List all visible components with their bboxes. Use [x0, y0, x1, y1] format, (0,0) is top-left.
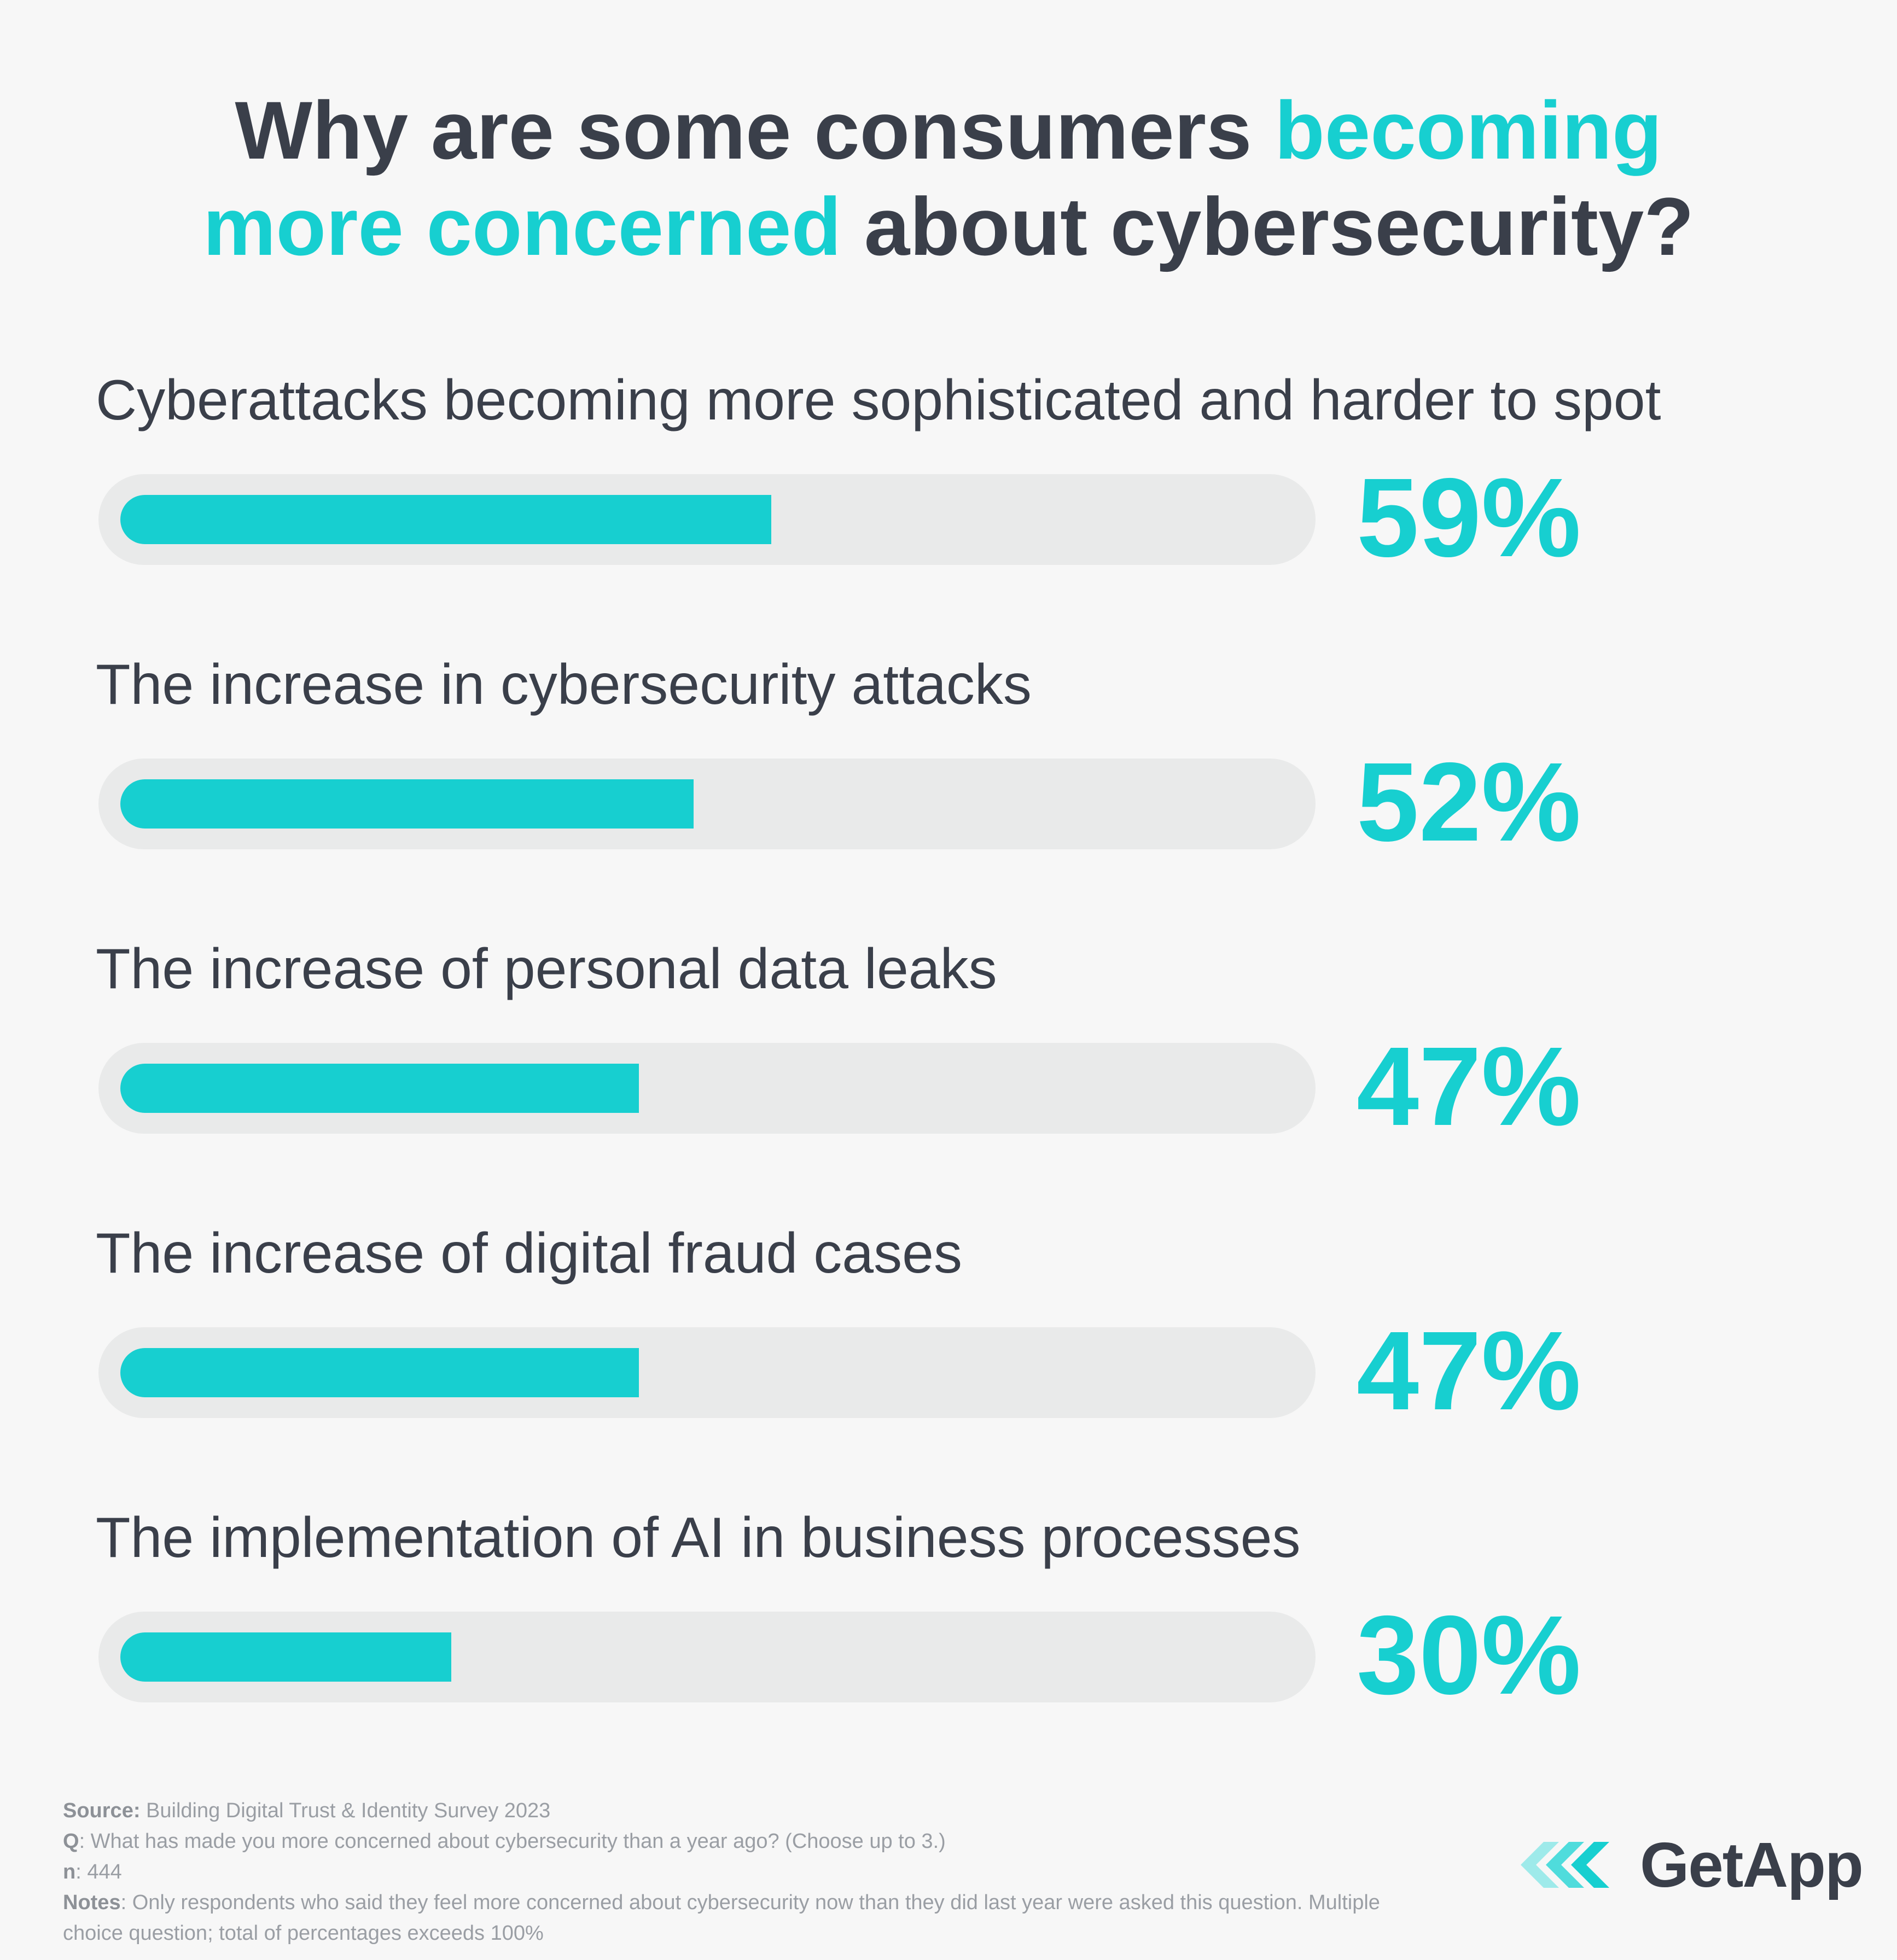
bar-chart: Cyberattacks becoming more sophisticated…	[96, 369, 1661, 1718]
value-label: 59%	[1357, 455, 1581, 580]
value-label: 47%	[1357, 1308, 1581, 1433]
title-highlight-2: more concerned	[203, 180, 842, 272]
title-part-1: Why are some consumers	[235, 84, 1275, 176]
sample-size-line: n: 444	[63, 1860, 122, 1883]
bar-fill	[120, 779, 694, 829]
category-label: The increase of personal data leaks	[96, 937, 997, 1001]
question-line: Q: What has made you more concerned abou…	[63, 1830, 946, 1853]
category-label: The implementation of AI in business pro…	[96, 1506, 1301, 1570]
bar-fill	[120, 495, 771, 544]
bar-fill	[120, 1632, 451, 1682]
bar-track	[98, 1043, 1316, 1134]
brand-name: GetApp	[1640, 1829, 1864, 1900]
getapp-chevrons-icon	[1521, 1842, 1609, 1888]
bar-fill	[120, 1064, 639, 1113]
category-label: The increase in cybersecurity attacks	[96, 653, 1032, 716]
bar-track	[98, 474, 1316, 565]
category-label: The increase of digital fraud cases	[96, 1222, 962, 1285]
footnotes: Source: Building Digital Trust & Identit…	[63, 1795, 1403, 1949]
notes-line: Notes: Only respondents who said they fe…	[63, 1891, 1380, 1945]
category-label: Cyberattacks becoming more sophisticated…	[96, 369, 1661, 432]
value-label: 52%	[1357, 739, 1581, 865]
bar-track	[98, 759, 1316, 849]
bar-track	[98, 1612, 1316, 1702]
value-label: 47%	[1357, 1024, 1581, 1149]
getapp-logo: GetApp	[1521, 1829, 1864, 1900]
bar-fill	[120, 1348, 639, 1397]
source-line: Source: Building Digital Trust & Identit…	[63, 1799, 551, 1822]
value-label: 30%	[1357, 1592, 1581, 1718]
title-highlight-1: becoming	[1275, 84, 1662, 176]
bar-track	[98, 1327, 1316, 1418]
title-part-4: about cybersecurity?	[841, 180, 1694, 272]
page-title: Why are some consumers becoming more con…	[0, 82, 1897, 275]
